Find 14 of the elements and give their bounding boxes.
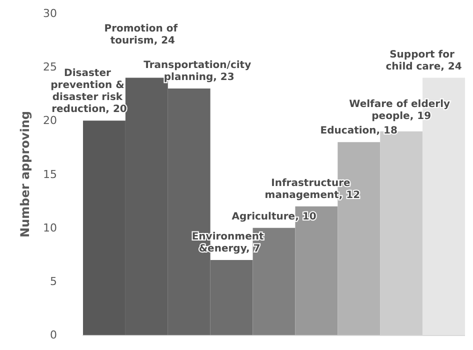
y-tick-label: 0 bbox=[50, 328, 57, 342]
y-tick-label: 20 bbox=[43, 114, 57, 128]
data-label: Education, 18 bbox=[320, 126, 398, 137]
y-tick-label: 15 bbox=[43, 168, 57, 181]
y-tick-label: 30 bbox=[43, 7, 57, 20]
y-tick-label: 10 bbox=[43, 221, 57, 234]
y-tick-label: 25 bbox=[43, 60, 57, 74]
data-label: Support for child care, 24 bbox=[386, 49, 462, 72]
data-label: Welfare of elderly people, 19 bbox=[349, 98, 454, 122]
data-label: Infrastructure management, 12 bbox=[264, 178, 360, 201]
data-label: Transportation/city planning, 23 bbox=[144, 60, 255, 84]
data-label: Promotion of tourism, 24 bbox=[104, 23, 182, 46]
y-tick-label: 5 bbox=[50, 274, 57, 288]
y-axis-title: Number approving bbox=[18, 111, 32, 238]
